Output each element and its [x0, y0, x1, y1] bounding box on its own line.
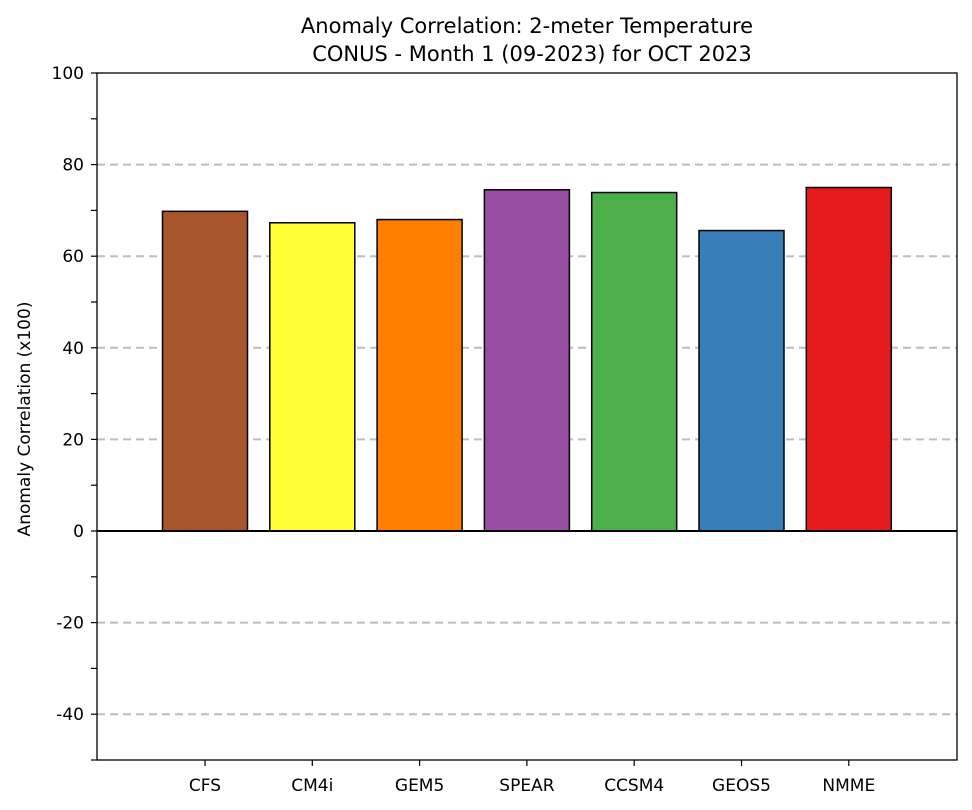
y-tick-label: 80	[62, 156, 84, 176]
bar-spear	[483, 189, 571, 532]
y-tick-label: 60	[62, 247, 84, 267]
y-tick-label: 20	[62, 430, 84, 450]
x-tick-label: GEM5	[395, 776, 444, 796]
bar-ccsm4	[590, 191, 678, 532]
x-tick-label: GEOS5	[712, 776, 771, 796]
chart-subtitle: CONUS - Month 1 (09-2023) for OCT 2023	[312, 42, 752, 66]
x-tick-label: CM4i	[291, 776, 333, 796]
bar-nmme	[805, 186, 893, 532]
bar-geos5	[698, 229, 785, 532]
y-axis-label: Anomaly Correlation (x100)	[15, 302, 35, 537]
y-tick-label: -20	[56, 614, 84, 634]
bar-cfs	[161, 210, 249, 532]
y-axis-ticks: 100 80 60 40 20 0 -20 -40	[52, 64, 97, 761]
bars	[161, 186, 893, 532]
bar-gem5	[376, 218, 463, 532]
x-tick-label: SPEAR	[499, 776, 554, 796]
y-tick-label: 0	[73, 522, 84, 542]
x-tick-label: CFS	[189, 776, 221, 796]
y-tick-label: 100	[52, 64, 84, 84]
y-tick-label: -40	[56, 705, 84, 725]
x-tick-label: CCSM4	[604, 776, 664, 796]
x-tick-label: NMME	[822, 776, 875, 796]
chart-title: Anomaly Correlation: 2-meter Temperature	[301, 14, 753, 38]
y-tick-label: 40	[62, 339, 84, 359]
bar-cm4i	[269, 222, 356, 532]
x-axis-ticks: CFS CM4i GEM5 SPEAR CCSM4 GEOS5 NMME	[189, 760, 875, 796]
